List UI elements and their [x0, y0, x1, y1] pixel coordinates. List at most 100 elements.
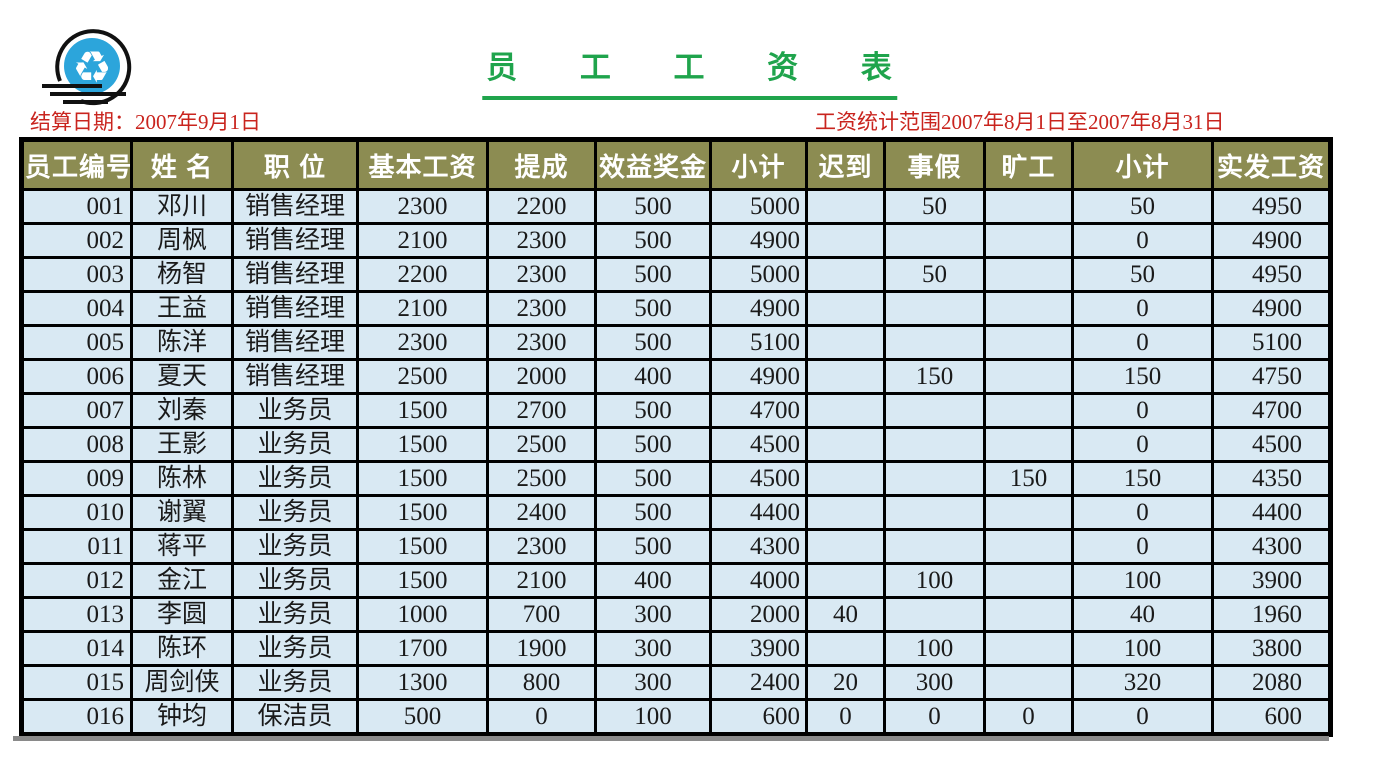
cell-position: 销售经理 — [231, 290, 359, 327]
table-row: 001 邓川 销售经理 2300 2200 500 5000 50 50 4950 — [20, 188, 1332, 225]
cell-employee-name: 周剑侠 — [130, 664, 234, 701]
cell-deduction-subtotal: 50 — [1071, 188, 1214, 225]
cell-base-salary: 1500 — [356, 494, 489, 531]
cell-late-deduction — [805, 630, 886, 667]
cell-late-deduction — [805, 222, 886, 259]
col-header-position: 职 位 — [231, 138, 359, 191]
cell-deduction-subtotal: 150 — [1071, 460, 1214, 497]
cell-base-salary: 2200 — [356, 256, 489, 293]
col-header-deduction-subtotal: 小计 — [1071, 138, 1214, 191]
cell-net-salary: 5100 — [1211, 324, 1332, 361]
cell-late-deduction — [805, 256, 886, 293]
cell-late-deduction — [805, 528, 886, 565]
col-header-net-salary: 实发工资 — [1211, 138, 1332, 191]
cell-position: 业务员 — [231, 460, 359, 497]
cell-employee-name: 金江 — [130, 562, 234, 599]
cell-net-salary: 4900 — [1211, 290, 1332, 327]
cell-personal-leave — [883, 426, 986, 463]
cell-commission: 2500 — [486, 426, 597, 463]
cell-employee-id: 004 — [20, 290, 133, 327]
table-row: 012 金江 业务员 1500 2100 400 4000 100 100 3900 — [20, 562, 1332, 599]
cell-late-deduction: 40 — [805, 596, 886, 633]
cell-net-salary: 4500 — [1211, 426, 1332, 463]
cell-employee-name: 周枫 — [130, 222, 234, 259]
cell-net-salary: 4350 — [1211, 460, 1332, 497]
cell-income-subtotal: 4400 — [709, 494, 808, 531]
cell-income-subtotal: 4500 — [709, 460, 808, 497]
cell-commission: 2300 — [486, 528, 597, 565]
cell-benefit-bonus: 500 — [594, 188, 712, 225]
cell-net-salary: 1960 — [1211, 596, 1332, 633]
cell-position: 业务员 — [231, 630, 359, 667]
cell-late-deduction — [805, 494, 886, 531]
table-row: 008 王影 业务员 1500 2500 500 4500 0 4500 — [20, 426, 1332, 463]
cell-absenteeism — [983, 528, 1074, 565]
cell-absenteeism — [983, 256, 1074, 293]
cell-base-salary: 1500 — [356, 392, 489, 429]
cell-employee-id: 012 — [20, 562, 133, 599]
cell-base-salary: 1500 — [356, 460, 489, 497]
cell-deduction-subtotal: 0 — [1071, 426, 1214, 463]
cell-employee-name: 陈洋 — [130, 324, 234, 361]
cell-commission: 0 — [486, 698, 597, 736]
cell-benefit-bonus: 300 — [594, 664, 712, 701]
cell-employee-id: 005 — [20, 324, 133, 361]
cell-benefit-bonus: 400 — [594, 562, 712, 599]
cell-absenteeism — [983, 188, 1074, 225]
table-row: 006 夏天 销售经理 2500 2000 400 4900 150 150 4750 — [20, 358, 1332, 395]
cell-late-deduction — [805, 562, 886, 599]
cell-personal-leave: 150 — [883, 358, 986, 395]
cell-base-salary: 1500 — [356, 562, 489, 599]
cell-commission: 2000 — [486, 358, 597, 395]
cell-base-salary: 1700 — [356, 630, 489, 667]
cell-employee-id: 011 — [20, 528, 133, 565]
cell-net-salary: 600 — [1211, 698, 1332, 736]
table-row: 014 陈环 业务员 1700 1900 300 3900 100 100 3800 — [20, 630, 1332, 667]
cell-commission: 2500 — [486, 460, 597, 497]
cell-base-salary: 1500 — [356, 426, 489, 463]
cell-deduction-subtotal: 150 — [1071, 358, 1214, 395]
col-header-benefit-bonus: 效益奖金 — [594, 138, 712, 191]
cell-personal-leave — [883, 222, 986, 259]
cell-employee-name: 陈林 — [130, 460, 234, 497]
cell-base-salary: 1500 — [356, 528, 489, 565]
cell-benefit-bonus: 500 — [594, 460, 712, 497]
cell-income-subtotal: 5100 — [709, 324, 808, 361]
cell-commission: 2300 — [486, 324, 597, 361]
cell-employee-id: 013 — [20, 596, 133, 633]
cell-deduction-subtotal: 0 — [1071, 494, 1214, 531]
cell-income-subtotal: 4500 — [709, 426, 808, 463]
cell-income-subtotal: 2000 — [709, 596, 808, 633]
col-header-income-subtotal: 小计 — [709, 138, 808, 191]
cell-personal-leave: 0 — [883, 698, 986, 736]
page-title: 员 工 工 资 表 — [482, 42, 898, 100]
cell-commission: 2700 — [486, 392, 597, 429]
col-header-commission: 提成 — [486, 138, 597, 191]
cell-employee-name: 谢翼 — [130, 494, 234, 531]
cell-absenteeism — [983, 664, 1074, 701]
cell-deduction-subtotal: 100 — [1071, 562, 1214, 599]
cell-net-salary: 4300 — [1211, 528, 1332, 565]
cell-employee-name: 蒋平 — [130, 528, 234, 565]
cell-position: 业务员 — [231, 528, 359, 565]
cell-position: 销售经理 — [231, 324, 359, 361]
cell-absenteeism — [983, 494, 1074, 531]
cell-income-subtotal: 4900 — [709, 222, 808, 259]
cell-employee-id: 015 — [20, 664, 133, 701]
cell-employee-name: 王益 — [130, 290, 234, 327]
table-row: 011 蒋平 业务员 1500 2300 500 4300 0 4300 — [20, 528, 1332, 565]
cell-personal-leave — [883, 494, 986, 531]
table-row: 010 谢翼 业务员 1500 2400 500 4400 0 4400 — [20, 494, 1332, 531]
cell-position: 业务员 — [231, 664, 359, 701]
cell-income-subtotal: 4700 — [709, 392, 808, 429]
cell-personal-leave: 50 — [883, 256, 986, 293]
cell-net-salary: 3800 — [1211, 630, 1332, 667]
cell-benefit-bonus: 100 — [594, 698, 712, 736]
cell-employee-name: 钟均 — [130, 698, 234, 736]
table-shadow — [13, 736, 1329, 741]
table-row: 009 陈林 业务员 1500 2500 500 4500 150 150 4350 — [20, 460, 1332, 497]
cell-late-deduction — [805, 426, 886, 463]
table-row: 005 陈洋 销售经理 2300 2300 500 5100 0 5100 — [20, 324, 1332, 361]
table-row: 013 李圆 业务员 1000 700 300 2000 40 40 1960 — [20, 596, 1332, 633]
col-header-employee-name: 姓 名 — [130, 138, 234, 191]
